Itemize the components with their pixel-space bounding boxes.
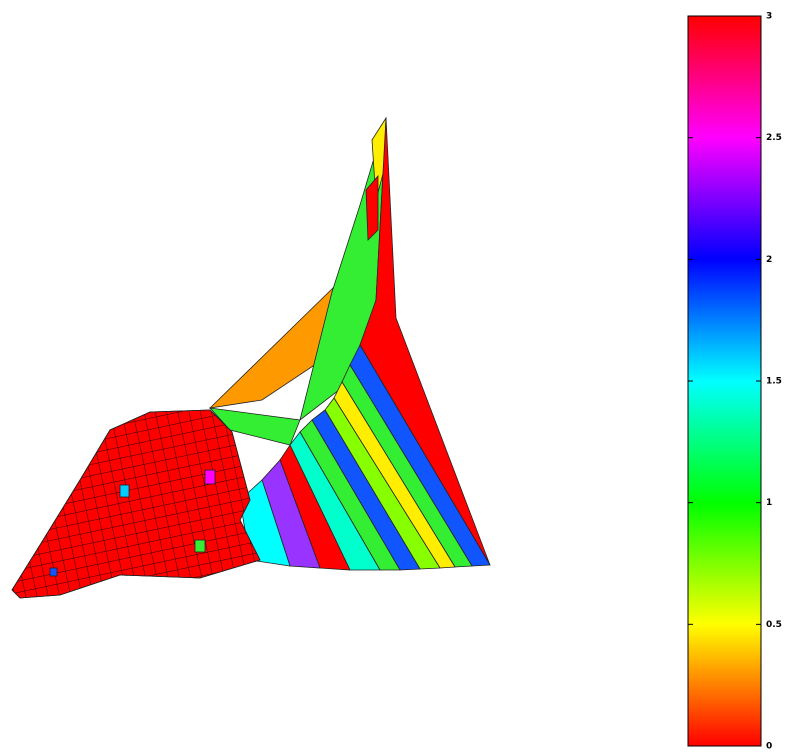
surface-mesh bbox=[12, 410, 260, 598]
tick-label: 2 bbox=[766, 255, 772, 265]
tick-label: 0.5 bbox=[766, 620, 782, 630]
tick-label: 3 bbox=[766, 12, 772, 22]
colorbar-body bbox=[688, 16, 761, 746]
figure: 0 0.5 1 1.5 2 2.5 3 bbox=[0, 0, 791, 755]
tick-label: 1 bbox=[766, 498, 772, 508]
surface-patch bbox=[50, 568, 57, 576]
surface-patch bbox=[120, 485, 129, 497]
tick-label: 2.5 bbox=[766, 133, 782, 143]
tick-label: 0 bbox=[766, 742, 772, 752]
surface-patch bbox=[205, 470, 215, 484]
colorbar: 0 0.5 1 1.5 2 2.5 3 bbox=[688, 12, 782, 752]
surface-patch bbox=[195, 540, 205, 552]
tick-label: 1.5 bbox=[766, 377, 782, 387]
surface bbox=[12, 118, 490, 598]
